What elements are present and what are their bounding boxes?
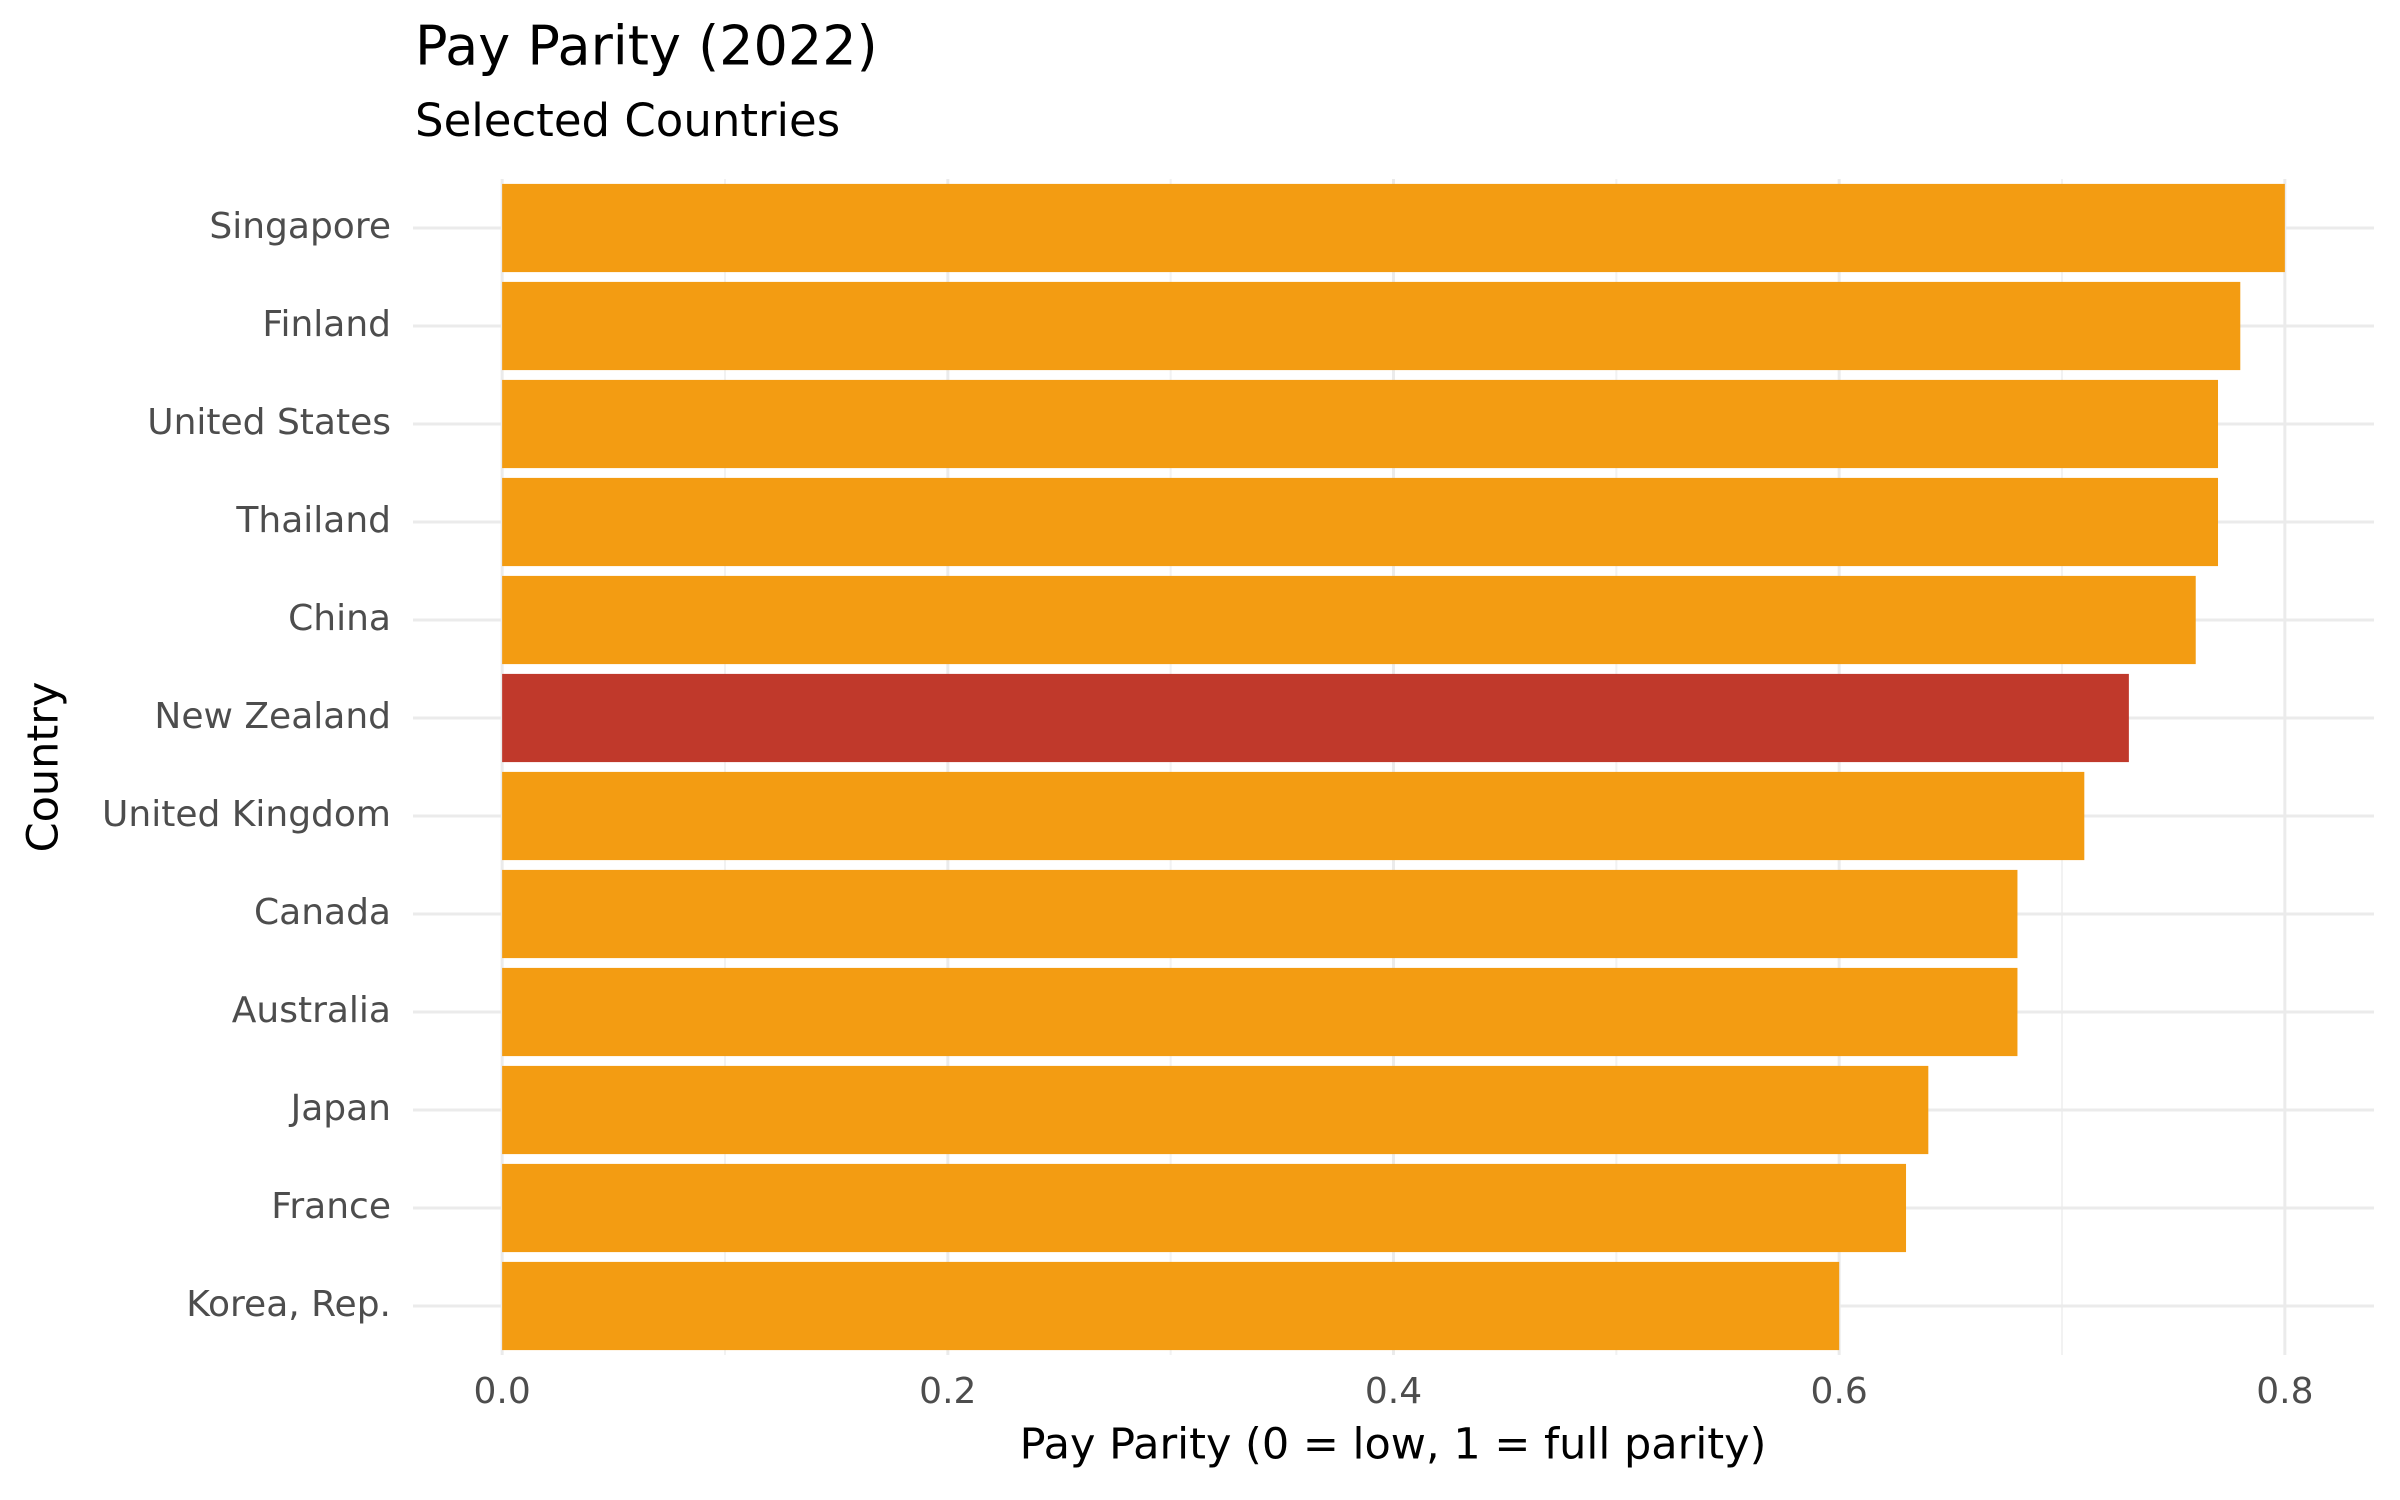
bar [502,967,2018,1057]
x-tick-label: 0.8 [2256,1371,2313,1412]
bar [502,379,2219,469]
x-tick-label: 0.4 [1365,1371,1422,1412]
x-tick-label: 0.0 [474,1371,531,1412]
y-tick-label: New Zealand [154,696,391,737]
bar [502,1163,1907,1253]
bar [502,1261,1840,1351]
y-tick-label: Japan [289,1088,391,1129]
chart-title: Pay Parity (2022) [415,15,878,78]
y-tick-label: United States [147,402,391,443]
bar [502,771,2085,861]
y-axis-title: Country [19,682,69,853]
bar [502,575,2196,665]
y-tick-label: Australia [232,990,391,1031]
bar [502,1065,1929,1155]
y-tick-label: Singapore [209,206,391,247]
y-tick-label: Canada [254,892,391,933]
y-tick-label: United Kingdom [102,794,391,835]
x-tick-label: 0.2 [919,1371,976,1412]
y-tick-label: Finland [262,304,391,345]
bar [502,869,2018,959]
chart-subtitle: Selected Countries [415,94,840,147]
bar [502,477,2219,567]
bar [502,673,2129,763]
x-axis-title: Pay Parity (0 = low, 1 = full parity) [1020,1420,1767,1470]
x-tick-label: 0.6 [1811,1371,1868,1412]
y-tick-label: France [271,1186,391,1227]
bar [502,281,2241,371]
y-tick-label: China [288,598,391,639]
y-tick-label: Thailand [235,500,391,541]
y-tick-label: Korea, Rep. [186,1284,391,1325]
bar [502,183,2285,273]
